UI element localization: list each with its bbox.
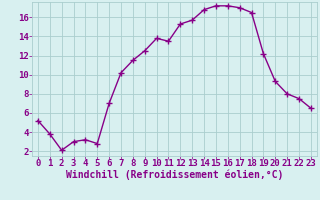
X-axis label: Windchill (Refroidissement éolien,°C): Windchill (Refroidissement éolien,°C)	[66, 170, 283, 180]
